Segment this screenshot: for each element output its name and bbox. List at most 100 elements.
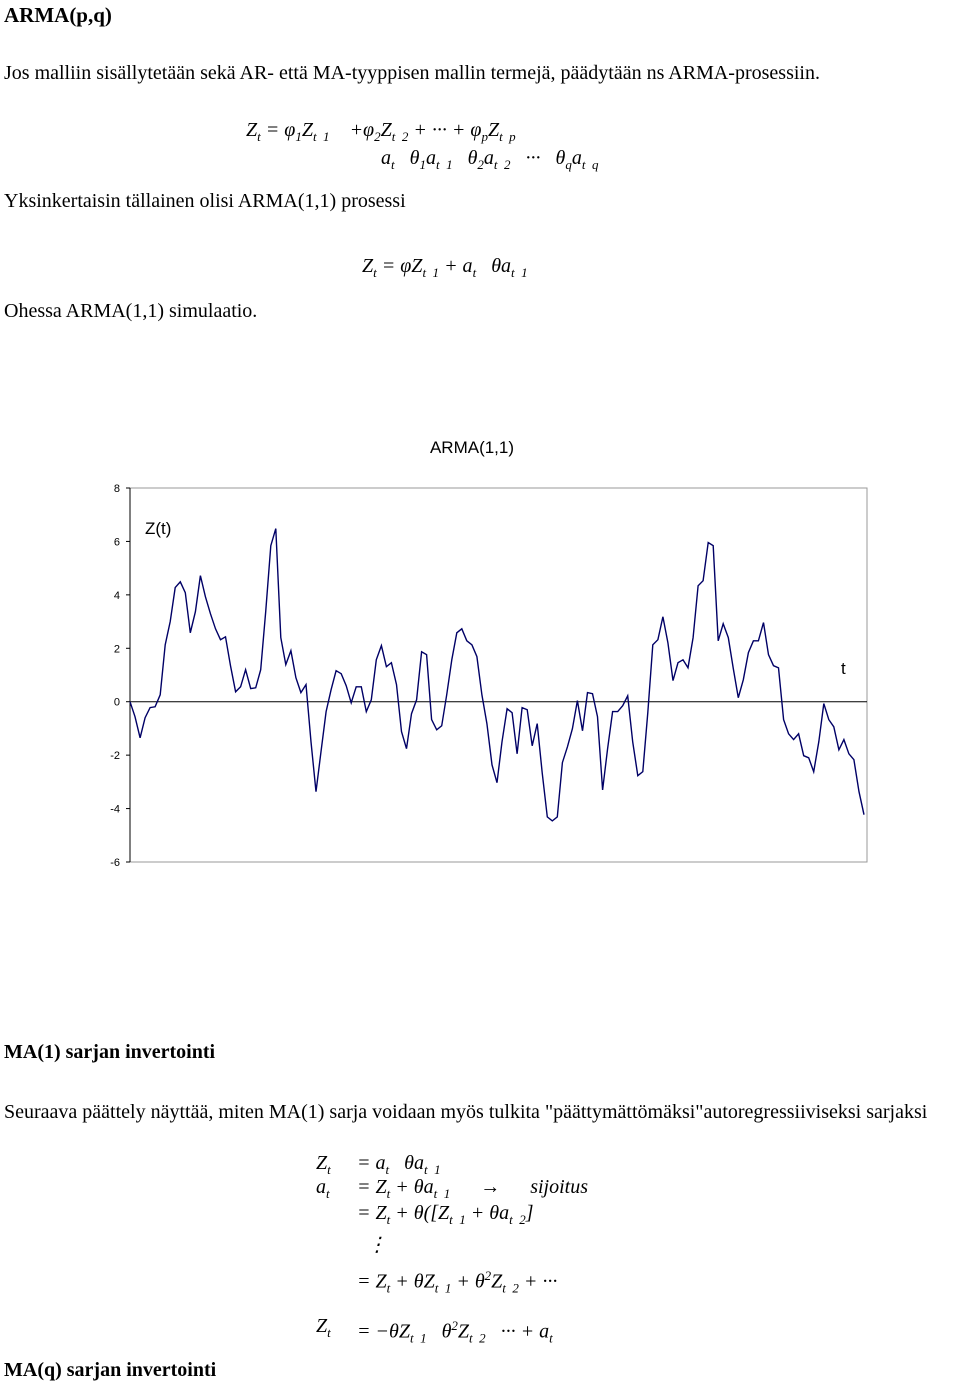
math-part: 2 xyxy=(451,1318,458,1333)
math-part: t xyxy=(549,1330,553,1346)
axis-label: t xyxy=(841,659,846,678)
equation: Zt = φZt 1 + at θat 1 xyxy=(362,253,528,286)
math-part: t 2 xyxy=(469,1330,486,1346)
math-part: = φ xyxy=(260,119,296,141)
chart-title: ARMA(1,1) xyxy=(430,438,514,457)
equation-rhs: = Zt + θZt 1 + θ2Zt 2 + ··· xyxy=(357,1263,557,1302)
paragraph: Yksinkertaisin tällainen olisi ARMA(1,1)… xyxy=(4,190,406,212)
math-part: t 2 xyxy=(509,1212,526,1227)
section-heading: MA(q) sarjan invertointi xyxy=(4,1359,217,1381)
equation-rhs: = at θat 1 xyxy=(357,1150,441,1183)
math-part: + θZ xyxy=(390,1270,435,1293)
math-part: = Z xyxy=(357,1176,387,1198)
equation-lhs: Zt xyxy=(316,1150,331,1183)
math-part: t 2 xyxy=(391,129,409,144)
math-part: = φZ xyxy=(376,255,423,277)
math-part: ··· + a xyxy=(485,1320,550,1343)
paragraph: Seuraava päättely näyttää, miten MA(1) s… xyxy=(4,1101,928,1123)
math-part: + θ xyxy=(451,1270,485,1293)
y-tick-label: -6 xyxy=(110,857,120,869)
math-part: = a xyxy=(357,1152,386,1174)
math-part: t 1 xyxy=(312,129,330,144)
math-part: Z xyxy=(380,119,392,141)
math-part: = Z xyxy=(357,1202,387,1224)
y-tick-label: 8 xyxy=(114,483,120,495)
math-part: t 2 xyxy=(493,157,511,172)
math-part: t p xyxy=(499,129,516,144)
equation-rhs: = Zt + θ([Zt 1 + θat 2] xyxy=(357,1200,534,1233)
math-part: + a xyxy=(439,255,473,277)
math-part: Z xyxy=(246,119,258,141)
math-part: Z xyxy=(316,1315,328,1337)
y-tick-label: 4 xyxy=(114,590,120,602)
math-part: 2 xyxy=(484,1268,492,1283)
math-part: t 1 xyxy=(449,1212,466,1227)
math-part: Z xyxy=(362,255,374,277)
math-part: p xyxy=(481,129,488,144)
y-tick-label: -4 xyxy=(110,804,120,816)
math-part: t q xyxy=(581,157,599,172)
y-tick-label: -2 xyxy=(110,750,120,762)
math-part: θ xyxy=(394,147,420,169)
math-part: t xyxy=(326,1186,330,1201)
math-part: Z xyxy=(316,1152,328,1174)
math-part: 2 xyxy=(374,129,381,144)
math-part: t 1 xyxy=(433,1186,451,1201)
math-part: t 1 xyxy=(511,265,528,280)
math-part: +φ xyxy=(329,119,375,141)
math-part: + θa xyxy=(465,1202,510,1224)
axis-label: Z(t) xyxy=(145,519,171,538)
math-part: = −θZ xyxy=(357,1320,410,1343)
equation-lhs: at xyxy=(316,1174,330,1207)
math-part: t 1 xyxy=(434,1280,452,1296)
paragraph: Jos malliin sisällytetään sekä AR- että … xyxy=(4,62,820,84)
math-part: a xyxy=(483,147,494,169)
math-part: t xyxy=(386,1212,391,1227)
math-part: θ xyxy=(426,1320,452,1343)
math-part: Z xyxy=(301,119,313,141)
math-part: t xyxy=(391,157,395,172)
math-part: t xyxy=(472,265,477,280)
math-part: + ··· + φ xyxy=(408,119,482,141)
math-part: + ··· xyxy=(518,1270,558,1293)
equation-rhs: ⋮ xyxy=(357,1232,387,1258)
equation-rhs: = −θZt 1 θ2Zt 2 ··· + at xyxy=(357,1313,553,1352)
math-part: a xyxy=(571,147,582,169)
math-part: θa xyxy=(389,1152,424,1174)
equation: at θ1at 1 θ2at 2 ··· θqat q xyxy=(381,145,598,178)
y-tick-label: 2 xyxy=(114,643,120,655)
math-part: 2 xyxy=(477,157,484,172)
y-tick-label: 6 xyxy=(114,536,120,548)
math-part: a xyxy=(425,147,436,169)
math-part: ] xyxy=(525,1202,534,1224)
math-part: ⋮ xyxy=(357,1234,387,1256)
math-part: t 2 xyxy=(502,1280,519,1296)
math-part: = Z xyxy=(357,1270,387,1293)
plot-frame xyxy=(129,487,868,863)
chart: ARMA(1,1) 8 6 4 2 0 -2 -4 -6 Z(t) t xyxy=(110,438,868,869)
math-part: ··· θ xyxy=(510,147,566,169)
math-part: 1 xyxy=(419,157,426,172)
equation-lhs: Zt xyxy=(316,1313,331,1346)
math-part: t 1 xyxy=(423,1162,441,1177)
paragraph: Ohessa ARMA(1,1) simulaatio. xyxy=(4,300,258,322)
section-heading: MA(1) sarjan invertointi xyxy=(4,1041,216,1063)
data-line xyxy=(129,528,865,822)
math-part: a xyxy=(381,147,391,169)
math-part: t xyxy=(386,1186,391,1201)
math-part: 1 xyxy=(295,129,302,144)
heading: ARMA(p,q) xyxy=(4,3,112,27)
equation: Zt = φ1Zt 1 +φ2Zt 2 + ··· + φpZt p xyxy=(246,117,516,150)
math-part: t xyxy=(385,1162,390,1177)
y-tick-label: 0 xyxy=(114,697,120,709)
math-part: + θ([Z xyxy=(390,1202,450,1224)
math-part: t xyxy=(257,129,261,144)
math-part: → sijoitus xyxy=(450,1176,588,1198)
math-part: t xyxy=(327,1162,331,1177)
math-part: t xyxy=(373,265,377,280)
math-part: t xyxy=(327,1325,331,1340)
math-part: t xyxy=(386,1280,391,1296)
math-part: t 1 xyxy=(409,1330,427,1346)
math-part: Z xyxy=(487,119,500,141)
